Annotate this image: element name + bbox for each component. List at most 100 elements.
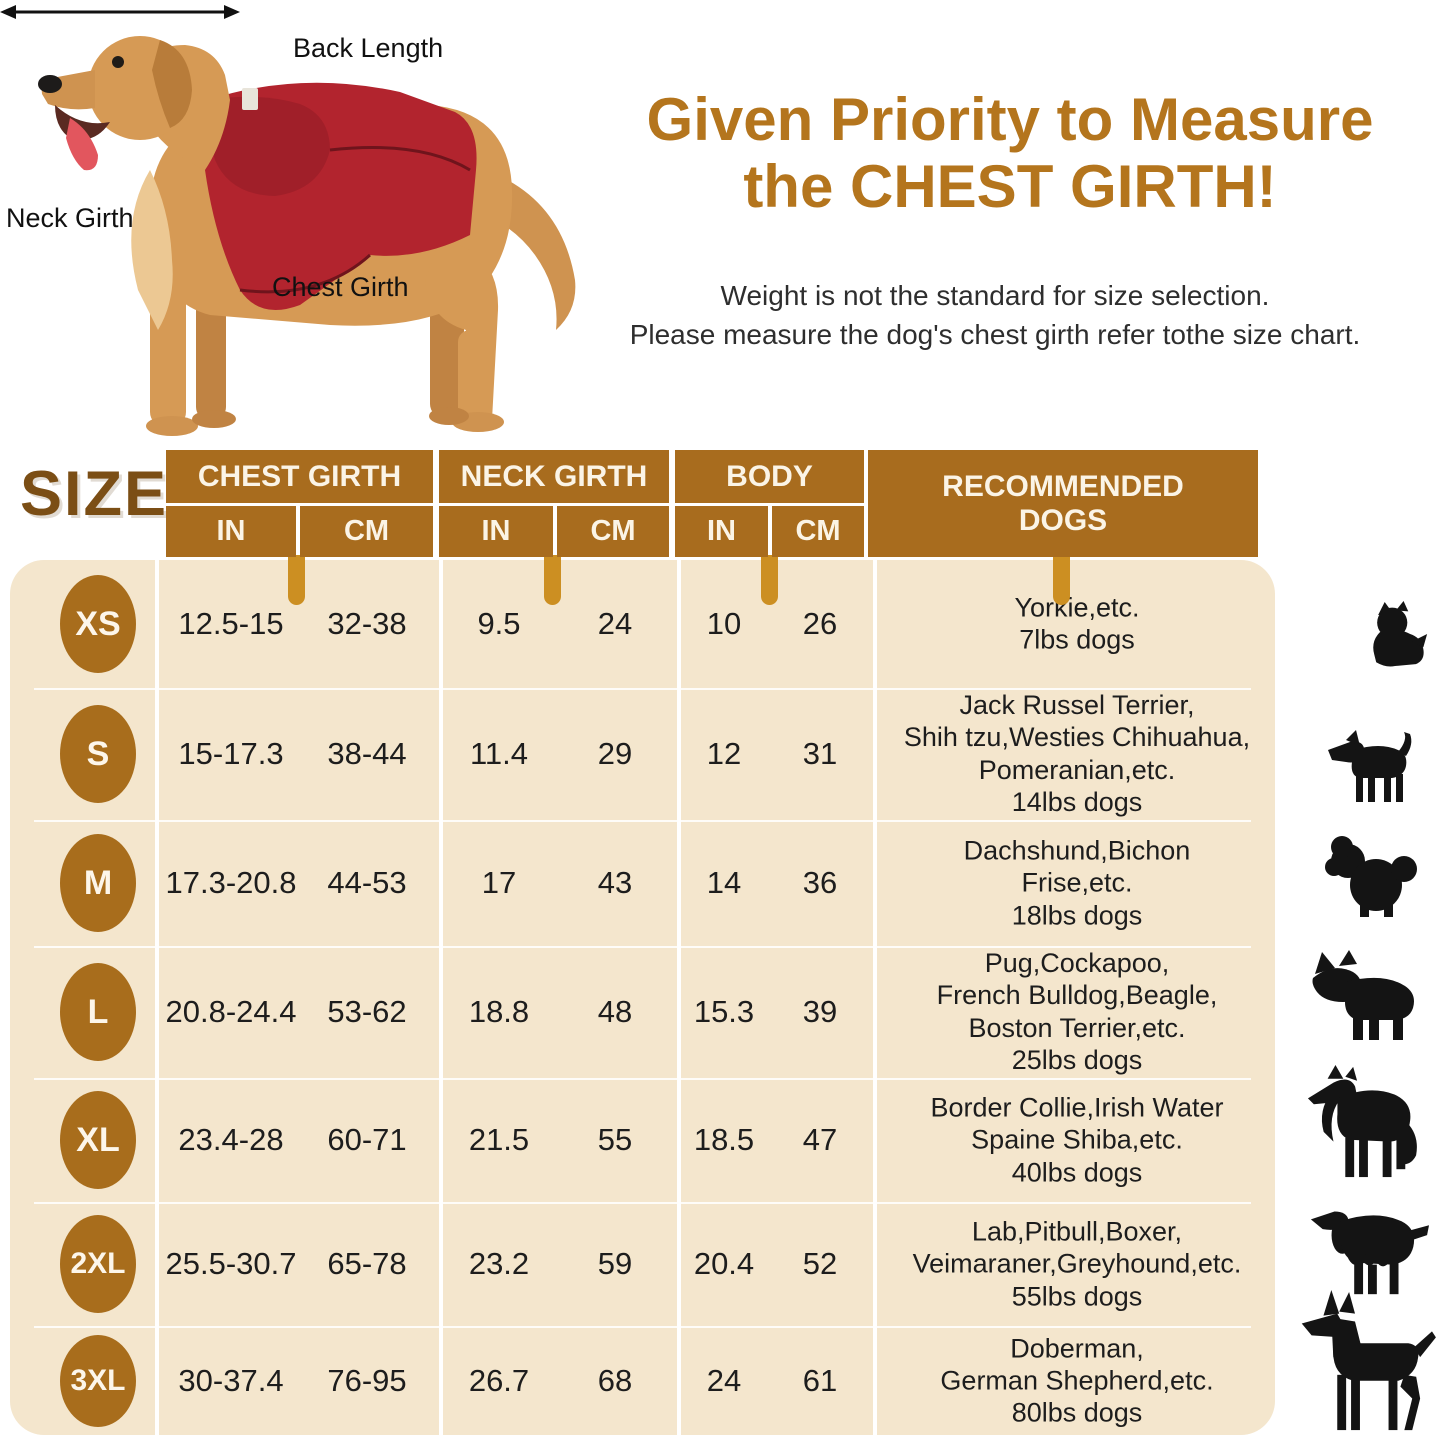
column-divider (439, 560, 443, 1435)
chest-in-value: 17.3-20.8 (165, 865, 297, 900)
hero-dog-illustration (38, 36, 576, 436)
table-row-l: L 20.8-24.4 53-62 18.8 48 15.3 39 Pug,Co… (10, 946, 1275, 1078)
hero-dog-photo: Back Length Neck Girth Chest Girth (0, 0, 640, 455)
recommended-dogs-text: Dachshund,Bichon Frise,etc. 18lbs dogs (963, 835, 1191, 931)
body-in-value: 14 (706, 865, 742, 900)
neck-girth-label: Neck Girth (6, 203, 134, 233)
neck-in-value: 23.2 (468, 1246, 530, 1281)
bichon-frise-silhouette-icon (1318, 835, 1418, 919)
table-row-2xl: 2XL 25.5-30.7 65-78 23.2 59 20.4 52 Lab,… (10, 1202, 1275, 1326)
recommended-dogs-text: Lab,Pitbull,Boxer, Veimaraner,Greyhound,… (912, 1216, 1242, 1312)
body-in-value: 18.5 (693, 1122, 755, 1157)
neck-cm-value: 55 (597, 1122, 633, 1157)
neck-in-value: 21.5 (468, 1122, 530, 1157)
chest-cm-value: 76-95 (327, 1362, 407, 1398)
chest-in-value: 15-17.3 (178, 736, 284, 771)
yorkie-silhouette-icon (1363, 598, 1429, 670)
chest-cm-value: 38-44 (327, 736, 407, 771)
row-divider (34, 946, 1251, 948)
header-neck-girth: NECK GIRTH (439, 450, 669, 503)
back-length-arrow (0, 5, 240, 19)
column-divider (155, 560, 159, 1435)
body-in-value: 20.4 (693, 1246, 755, 1281)
french-bulldog-silhouette-icon (1305, 948, 1423, 1044)
header-neck-cm: CM (557, 506, 669, 557)
header-recommended-dogs: RECOMMENDED DOGS (868, 450, 1258, 557)
neck-in-value: 11.4 (469, 736, 529, 771)
size-badge: 2XL (60, 1215, 136, 1313)
page-title: Given Priority to Measure the CHEST GIRT… (575, 86, 1445, 220)
body-cm-value: 61 (802, 1362, 838, 1398)
chest-cm-value: 53-62 (327, 994, 407, 1029)
size-badge: 3XL (60, 1334, 136, 1427)
row-divider (34, 1326, 1251, 1328)
body-cm-value: 52 (802, 1246, 838, 1281)
column-divider (873, 560, 877, 1435)
body-cm-value: 31 (802, 736, 838, 771)
neck-cm-value: 29 (597, 736, 633, 771)
recommended-dogs-text: Doberman, German Shepherd,etc. 80lbs dog… (940, 1332, 1214, 1428)
column-divider (677, 560, 681, 1435)
body-cm-value: 39 (802, 994, 838, 1029)
table-row-m: M 17.3-20.8 44-53 17 43 14 36 Dachshund,… (10, 820, 1275, 946)
body-in-value: 24 (706, 1362, 742, 1398)
subtitle-line-2: Please measure the dog's chest girth ref… (629, 319, 1361, 351)
row-divider (34, 1202, 1251, 1204)
border-collie-silhouette-icon (1298, 1063, 1428, 1181)
table-row-s: S 15-17.3 38-44 11.4 29 12 31 Jack Russe… (10, 688, 1275, 820)
header-tab-body (761, 555, 778, 605)
body-cm-value: 36 (802, 865, 838, 900)
neck-in-value: 9.5 (477, 606, 521, 641)
header-body: BODY (675, 450, 864, 503)
header-chest-cm: CM (300, 506, 433, 557)
chest-cm-value: 60-71 (327, 1122, 407, 1157)
neck-in-value: 26.7 (468, 1362, 530, 1398)
chest-in-value: 20.8-24.4 (165, 994, 297, 1029)
neck-cm-value: 59 (597, 1246, 633, 1281)
subtitle-line-1: Weight is not the standard for size sele… (720, 280, 1270, 311)
neck-cm-value: 48 (597, 994, 633, 1029)
neck-cm-value: 68 (597, 1362, 633, 1398)
neck-in-value: 18.8 (468, 994, 530, 1029)
size-badge: XS (60, 575, 136, 673)
header-neck-in: IN (439, 506, 553, 557)
body-in-value: 12 (706, 736, 742, 771)
chest-in-value: 12.5-15 (178, 606, 284, 641)
size-badge: XL (60, 1091, 136, 1189)
recommended-dogs-text: Pug,Cockapoo, French Bulldog,Beagle, Bos… (936, 948, 1218, 1076)
row-divider (34, 1078, 1251, 1080)
jack-russell-silhouette-icon (1320, 720, 1422, 808)
table-row-xl: XL 23.4-28 60-71 21.5 55 18.5 47 Border … (10, 1078, 1275, 1202)
header-chest-girth: CHEST GIRTH (166, 450, 433, 503)
page-subtitle: Weight is not the standard for size sele… (555, 276, 1435, 354)
recommended-dogs-text: Jack Russel Terrier, Shih tzu,Westies Ch… (903, 690, 1251, 818)
size-badge: M (60, 834, 136, 932)
neck-in-value: 17 (481, 865, 517, 900)
header-tab-recommended (1053, 555, 1070, 605)
recommended-dogs-text: Yorkie,etc. 7lbs dogs (1014, 592, 1140, 655)
chest-in-value: 23.4-28 (178, 1122, 284, 1157)
body-in-value: 15.3 (693, 994, 755, 1029)
header-tab-chest (288, 555, 305, 605)
header-body-in: IN (675, 506, 768, 557)
neck-cm-value: 24 (597, 606, 633, 641)
size-badge: L (60, 963, 136, 1061)
doberman-silhouette-icon (1272, 1288, 1440, 1436)
chest-cm-value: 44-53 (327, 865, 407, 900)
title-line-2: the CHEST GIRTH! (743, 153, 1277, 221)
spaniel-silhouette-icon (1303, 1185, 1431, 1297)
header-tab-neck (544, 555, 561, 605)
chest-girth-label: Chest Girth (272, 272, 409, 302)
chest-cm-value: 65-78 (327, 1246, 407, 1281)
body-cm-value: 26 (802, 606, 838, 641)
body-in-value: 10 (706, 606, 742, 641)
size-badge: S (60, 705, 136, 803)
table-row-3xl: 3XL 30-37.4 76-95 26.7 68 24 61 Doberman… (10, 1326, 1275, 1435)
size-column-title: SIZE (20, 459, 169, 529)
header-chest-in: IN (166, 506, 296, 557)
chest-in-value: 30-37.4 (178, 1362, 284, 1398)
row-divider (34, 820, 1251, 822)
back-length-label: Back Length (293, 33, 444, 63)
title-line-1: Given Priority to Measure (646, 86, 1374, 153)
